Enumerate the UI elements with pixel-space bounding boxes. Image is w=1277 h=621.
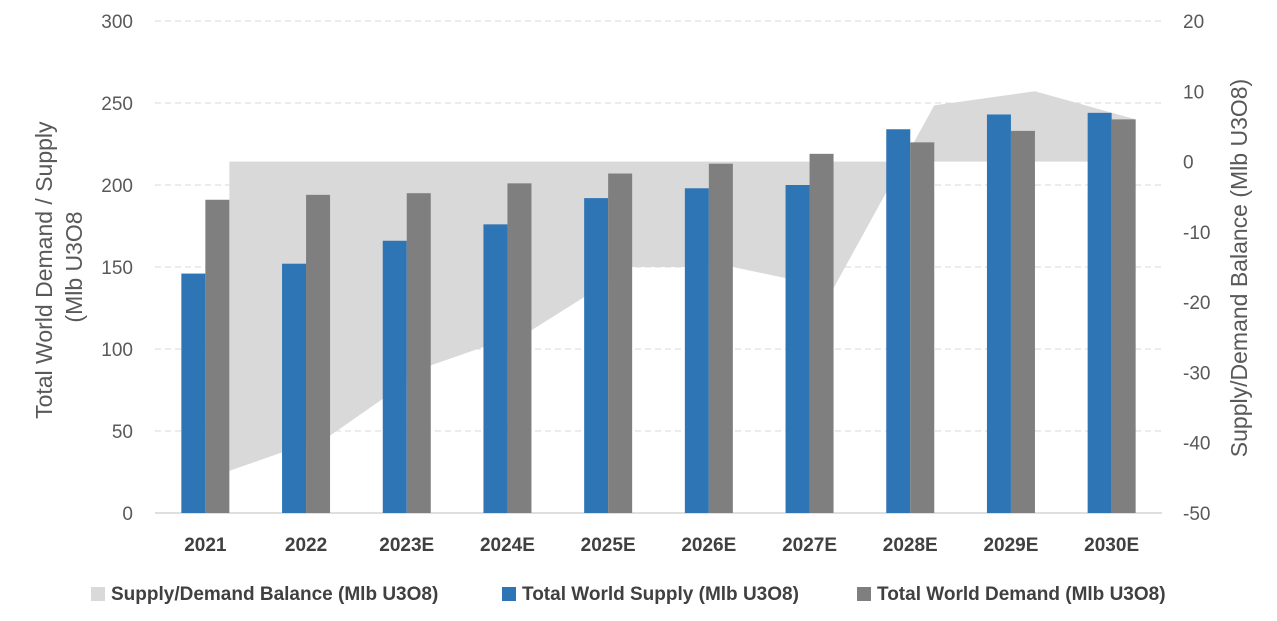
x-tick-label: 2026E xyxy=(681,535,736,556)
x-tick-label: 2021 xyxy=(184,535,227,556)
bar-supply xyxy=(282,263,307,513)
bar-supply xyxy=(886,129,911,514)
left-y-tick-label: 300 xyxy=(101,12,133,33)
x-tick-label: 2029E xyxy=(983,535,1038,556)
legend-swatch xyxy=(502,587,516,601)
bar-supply xyxy=(986,114,1011,513)
x-tick-label: 2023E xyxy=(379,535,434,556)
bar-supply xyxy=(1087,112,1112,513)
x-tick-label: 2030E xyxy=(1084,535,1139,556)
left-y-tick-label: 250 xyxy=(101,94,133,115)
left-y-tick-label: 0 xyxy=(122,504,133,525)
left-y-axis-title-line2: (Mlb U3O8 xyxy=(61,211,87,322)
bar-demand xyxy=(406,193,431,513)
left-y-tick-label: 200 xyxy=(101,176,133,197)
right-y-tick-label: -20 xyxy=(1183,293,1210,314)
bar-demand xyxy=(1010,130,1035,513)
left-y-tick-label: 150 xyxy=(101,258,133,279)
left-y-tick-label: 50 xyxy=(112,422,133,443)
left-y-axis: 0 50 100 150 200 250 300 xyxy=(101,12,133,525)
legend-label: Total World Supply (Mlb U3O8) xyxy=(522,584,799,605)
x-tick-label: 2028E xyxy=(883,535,938,556)
right-y-tick-label: -40 xyxy=(1183,434,1210,455)
bars xyxy=(181,112,1136,514)
right-y-tick-label: -10 xyxy=(1183,223,1210,244)
right-y-tick-label: 0 xyxy=(1183,153,1194,174)
right-y-tick-label: 10 xyxy=(1183,82,1204,103)
bar-demand xyxy=(205,199,230,513)
right-y-axis: -50 -40 -30 -20 -10 0 10 20 xyxy=(1183,12,1210,525)
bar-demand xyxy=(910,142,935,514)
bar-demand xyxy=(306,194,331,513)
right-y-tick-label: -50 xyxy=(1183,504,1210,525)
bar-supply xyxy=(483,224,508,514)
bar-demand xyxy=(1111,119,1136,514)
bar-supply xyxy=(584,198,609,513)
x-tick-label: 2022 xyxy=(285,535,327,556)
x-tick-label: 2025E xyxy=(581,535,636,556)
left-y-axis-title: Total World Demand / Supply (Mlb U3O8 xyxy=(31,115,87,419)
bar-demand xyxy=(608,173,633,513)
left-y-tick-label: 100 xyxy=(101,340,133,361)
x-tick-label: 2024E xyxy=(480,535,535,556)
bar-supply xyxy=(785,185,810,513)
x-axis: 2021 2022 2023E 2024E 2025E 2026E 2027E 2028E 20… xyxy=(184,535,1139,556)
right-y-tick-label: 20 xyxy=(1183,12,1204,33)
legend-swatch xyxy=(91,587,105,601)
bar-demand xyxy=(708,163,733,513)
legend-label: Supply/Demand Balance (Mlb U3O8) xyxy=(111,584,438,605)
bar-demand xyxy=(809,153,834,513)
balance-area-shape xyxy=(229,91,1136,471)
bar-supply xyxy=(382,240,407,513)
bar-supply xyxy=(684,188,709,513)
bar-demand xyxy=(507,183,532,514)
right-y-tick-label: -30 xyxy=(1183,363,1210,384)
x-tick-label: 2027E xyxy=(782,535,837,556)
legend-swatch xyxy=(857,587,871,601)
left-y-axis-title-line1: Total World Demand / Supply xyxy=(31,121,57,419)
legend-label: Total World Demand (Mlb U3O8) xyxy=(877,584,1166,605)
right-y-axis-title: Supply/Demand Balance (Mlb U3O8) xyxy=(1226,79,1252,457)
bar-supply xyxy=(181,273,206,513)
legend: Supply/Demand Balance (Mlb U3O8) Total Wo… xyxy=(91,584,1166,605)
